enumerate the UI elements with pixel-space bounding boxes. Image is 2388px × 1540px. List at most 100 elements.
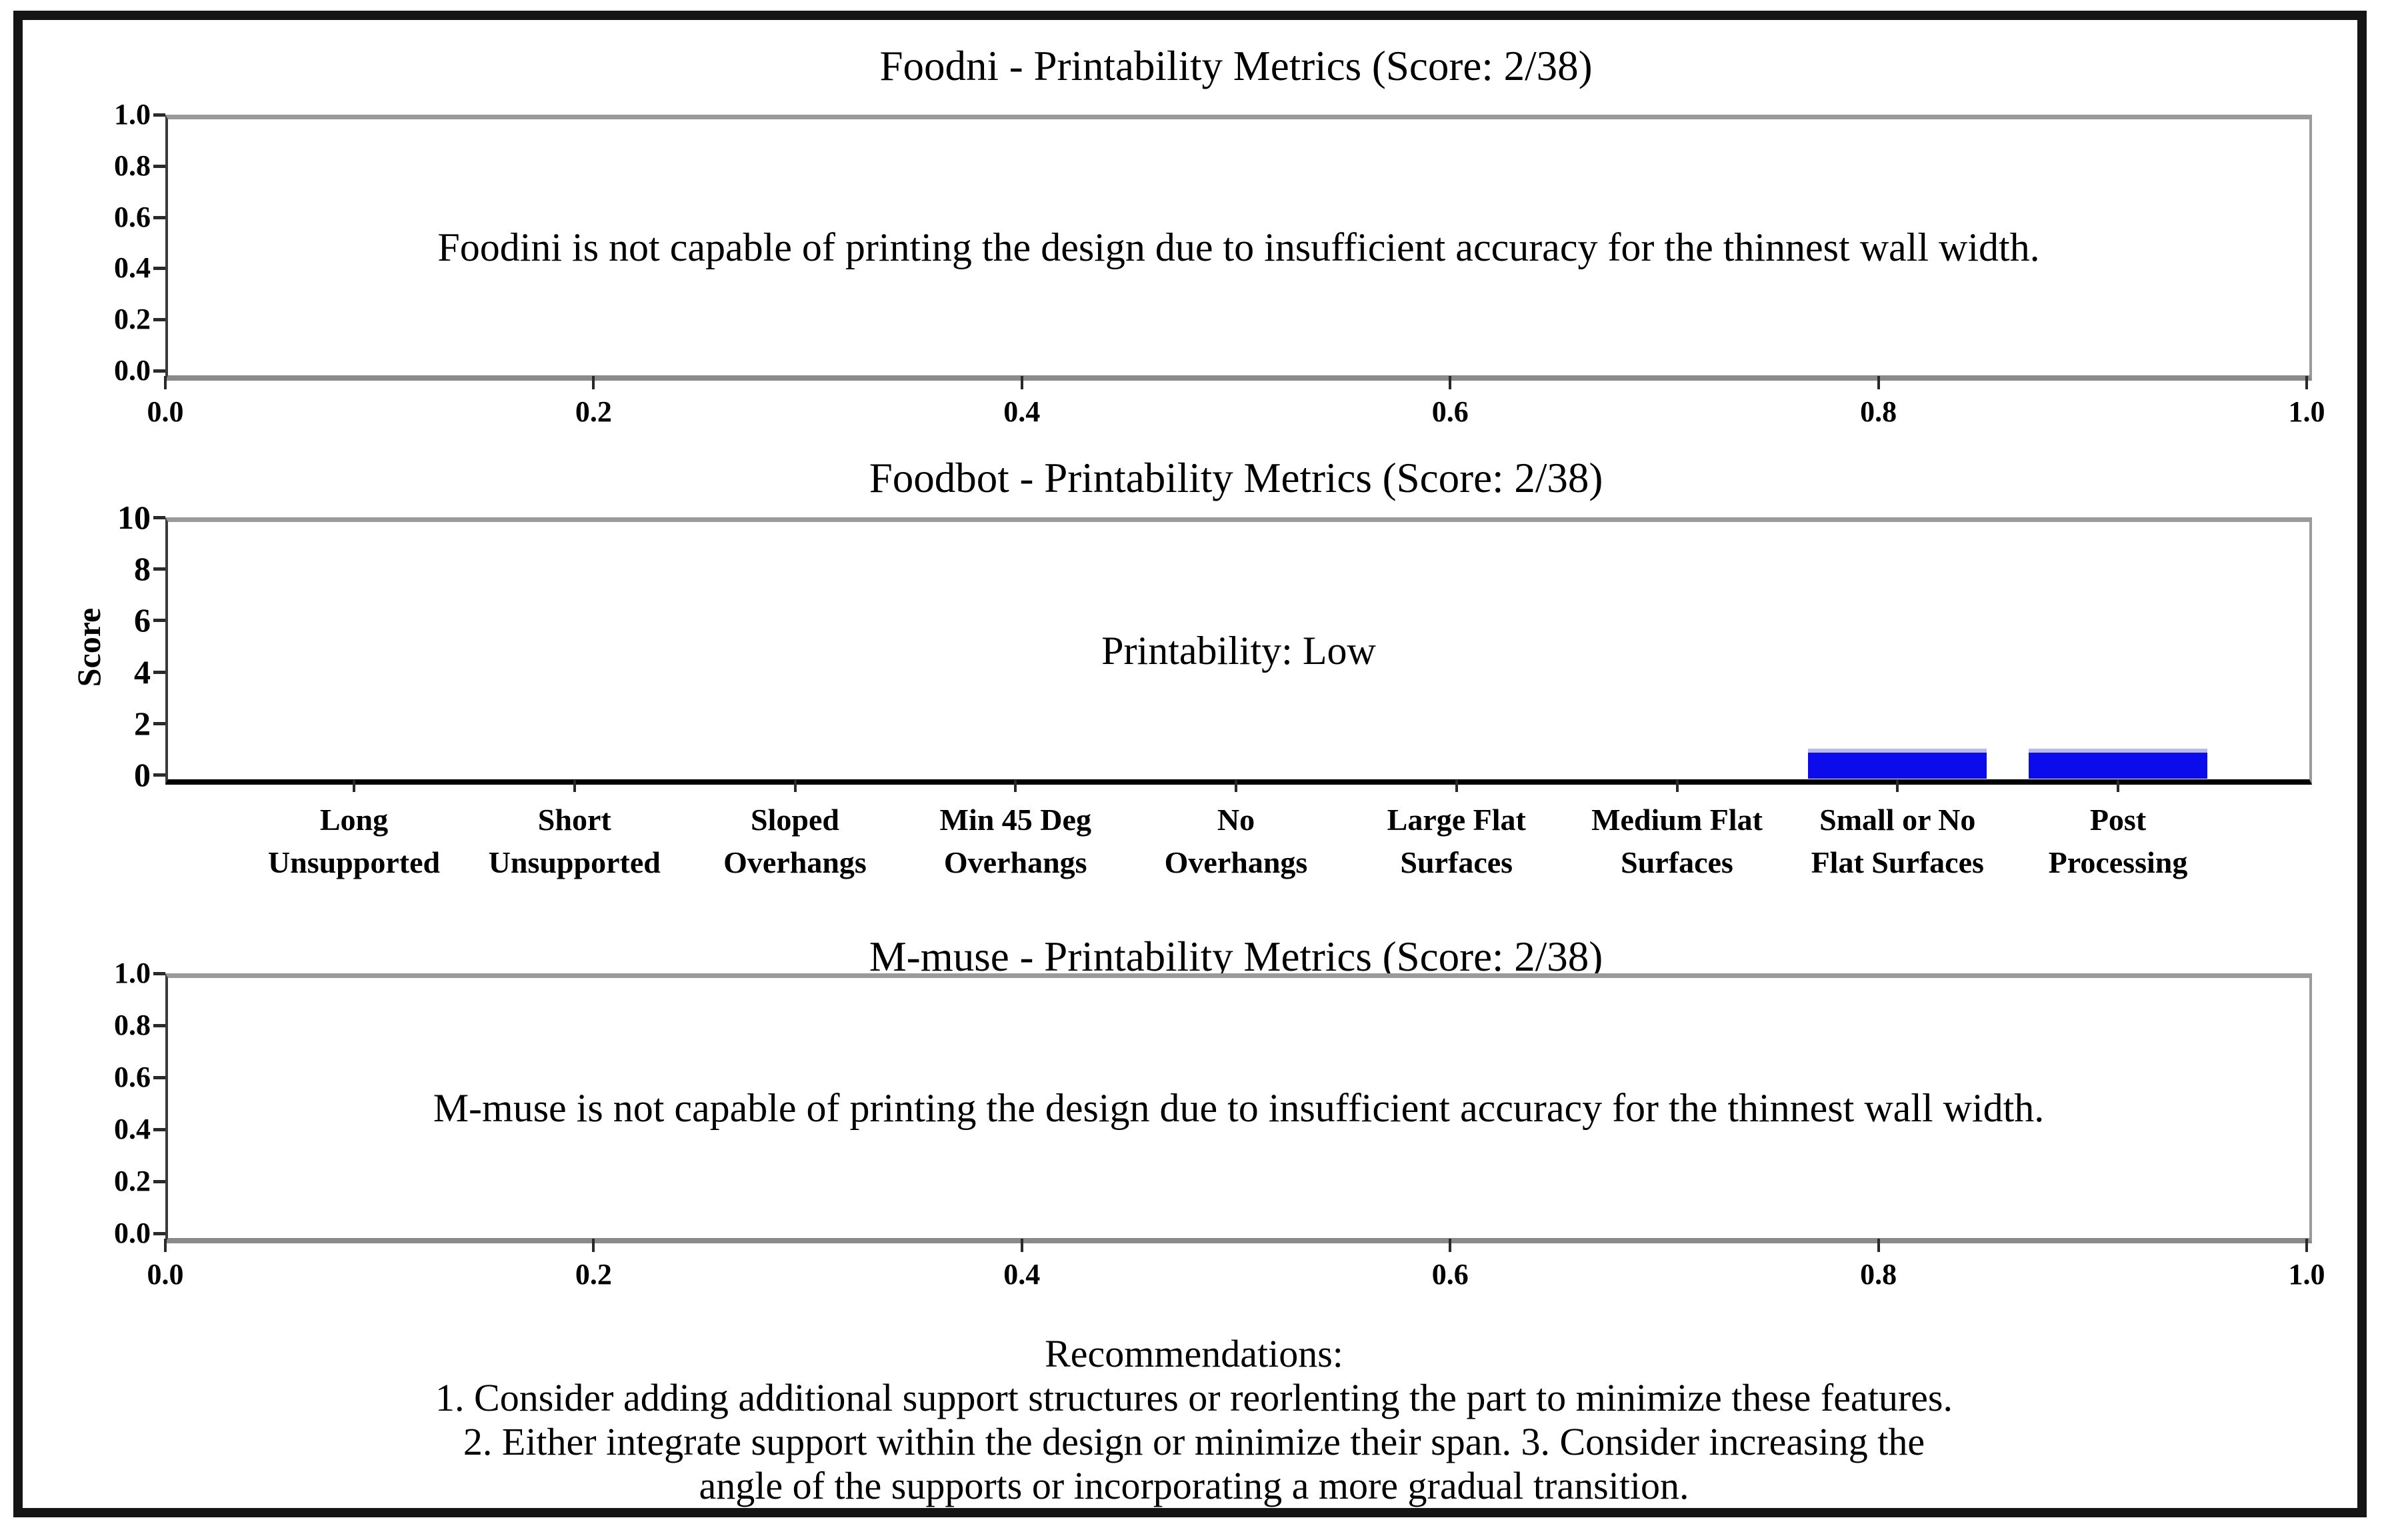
x-tick-mark: [793, 780, 797, 792]
x-tick-mark: [164, 1239, 167, 1252]
y-tick-label: 1.0: [114, 98, 151, 131]
category-label-line: Post: [2089, 803, 2147, 837]
x-tick-mark: [2117, 780, 2119, 792]
y-tick-label: 0.0: [114, 1217, 151, 1249]
chart2-annotation: Printability: Low: [1101, 628, 1376, 673]
category-label-line: Small or No: [1819, 803, 1976, 837]
x-tick-mark: [2305, 376, 2308, 389]
recommendations-line: angle of the supports or incorporating a…: [699, 1464, 1689, 1507]
chart3-plot: M-muse is not capable of printing the de…: [165, 973, 2312, 1243]
y-tick-mark: [153, 267, 165, 271]
y-tick-mark: [153, 318, 165, 322]
y-tick-label: 0: [134, 756, 151, 793]
x-tick-label: 0.6: [1431, 395, 1469, 428]
category-label-line: Overhangs: [723, 845, 867, 879]
x-tick-mark: [164, 376, 167, 389]
y-tick-label: 0.8: [114, 149, 151, 182]
y-tick-mark: [153, 567, 165, 571]
category-label-line: Short: [537, 803, 611, 837]
chart1-message: Foodini is not capable of printing the d…: [437, 225, 2040, 269]
category-label-line: Large Flat: [1387, 803, 1526, 837]
y-tick-label: 8: [134, 550, 151, 588]
y-tick-mark: [153, 1232, 165, 1235]
y-tick-label: 0.4: [114, 1113, 151, 1145]
y-tick-mark: [153, 670, 165, 674]
x-tick-label: 0.8: [1860, 1258, 1897, 1291]
chart3-message: M-muse is not capable of printing the de…: [433, 1085, 2045, 1130]
y-tick-label: 0.0: [114, 354, 151, 387]
y-tick-label: 0.2: [114, 1165, 151, 1197]
x-tick-mark: [1455, 780, 1458, 792]
category-label: Min 45 Deg Overhangs: [892, 799, 1139, 884]
category-label: Sloped Overhangs: [672, 799, 919, 884]
category-label-line: Overhangs: [943, 845, 1087, 879]
category-label-line: Overhangs: [1164, 845, 1308, 879]
y-tick-label: 4: [134, 653, 151, 691]
x-tick-mark: [573, 780, 576, 792]
x-tick-mark: [1675, 780, 1679, 792]
y-tick-label: 2: [134, 704, 151, 742]
x-tick-mark: [1449, 1239, 1452, 1252]
x-tick-label: 0.4: [1003, 395, 1041, 428]
y-tick-label: 0.2: [114, 303, 151, 336]
y-tick-mark: [153, 1180, 165, 1183]
x-tick-label: 1.0: [2288, 395, 2325, 428]
x-tick-mark: [1449, 376, 1452, 389]
category-label-line: Processing: [2048, 845, 2188, 879]
category-label-line: Sloped: [751, 803, 839, 837]
y-tick-mark: [153, 113, 165, 117]
y-tick-mark: [153, 369, 165, 373]
x-tick-mark: [1020, 1239, 1023, 1252]
category-label: Post Processing: [1995, 799, 2241, 884]
x-tick-mark: [592, 1239, 595, 1252]
y-tick-label: 1.0: [114, 957, 151, 989]
category-label: Large Flat Surfaces: [1333, 799, 1580, 884]
category-label-line: Surfaces: [1621, 845, 1733, 879]
category-label-line: Long: [319, 803, 389, 837]
bar: [2029, 749, 2207, 779]
y-tick-mark: [153, 215, 165, 219]
y-tick-mark: [153, 721, 165, 725]
category-label-line: Unsupported: [488, 845, 661, 879]
chart2-plot: Printability: Low: [165, 517, 2312, 785]
x-tick-mark: [1896, 780, 1899, 792]
x-tick-mark: [353, 780, 355, 792]
x-tick-mark: [1235, 780, 1237, 792]
y-tick-mark: [153, 1128, 165, 1131]
chart1-title: Foodni - Printability Metrics (Score: 2/…: [879, 43, 1593, 89]
y-tick-mark: [153, 516, 165, 519]
y-tick-label: 0.8: [114, 1009, 151, 1041]
y-tick-label: 0.6: [114, 1061, 151, 1093]
y-tick-label: 10: [117, 499, 151, 536]
category-label: Short Unsupported: [451, 799, 698, 884]
category-label: No Overhangs: [1113, 799, 1359, 884]
category-label-line: Flat Surfaces: [1811, 845, 1984, 879]
category-label-line: Min 45 Deg: [939, 803, 1091, 837]
x-tick-label: 0.0: [147, 1258, 184, 1291]
category-label-line: No: [1217, 803, 1255, 837]
y-tick-mark: [153, 1024, 165, 1027]
recommendations: Recommendations: 1. Consider adding addi…: [67, 1332, 2321, 1508]
x-tick-label: 0.6: [1431, 1258, 1469, 1291]
y-tick-label: 0.4: [114, 251, 151, 285]
x-tick-label: 1.0: [2288, 1258, 2325, 1291]
x-tick-mark: [1877, 1239, 1880, 1252]
category-label: Medium Flat Surfaces: [1554, 799, 1801, 884]
bar: [1808, 749, 1987, 779]
x-tick-label: 0.0: [147, 395, 184, 428]
category-label-line: Medium Flat: [1591, 803, 1763, 837]
x-tick-label: 0.4: [1003, 1258, 1041, 1291]
x-tick-mark: [1020, 376, 1023, 389]
chart2-title: Foodbot - Printability Metrics (Score: 2…: [869, 455, 1603, 501]
y-tick-mark: [153, 164, 165, 168]
y-tick-mark: [153, 619, 165, 623]
y-tick-mark: [153, 773, 165, 777]
x-tick-label: 0.8: [1860, 395, 1897, 428]
category-label-line: Unsupported: [267, 845, 441, 879]
chart1-plot: Foodini is not capable of printing the d…: [165, 115, 2312, 381]
category-label: Small or No Flat Surfaces: [1774, 799, 2021, 884]
category-label-line: Surfaces: [1400, 845, 1513, 879]
category-label: Long Unsupported: [231, 799, 477, 884]
x-tick-mark: [592, 376, 595, 389]
